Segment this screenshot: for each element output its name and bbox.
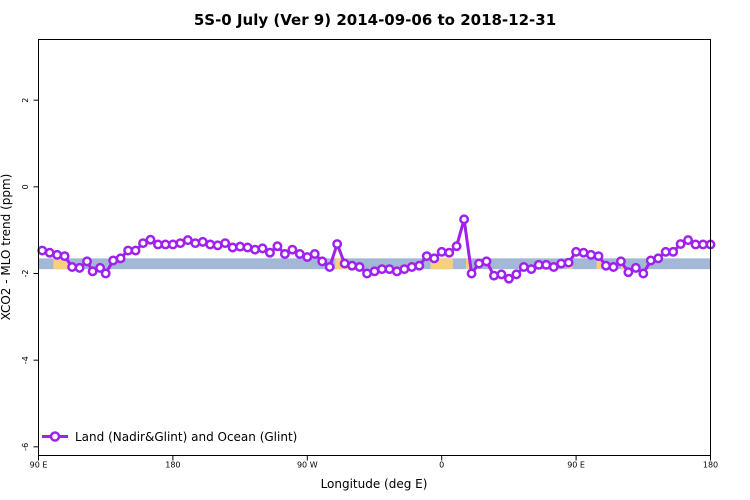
data-point: [615, 256, 626, 267]
legend-entry-label: Land (Nadir&Glint) and Ocean (Glint): [75, 430, 297, 444]
data-point: [95, 262, 106, 273]
data-point: [130, 245, 141, 256]
data-point: [145, 234, 156, 245]
data-point: [586, 249, 596, 260]
data-point: [608, 262, 619, 272]
y-axis: 2 0 -2 -4 -6: [21, 98, 39, 451]
data-point: [668, 246, 679, 257]
data-point: [317, 256, 328, 267]
data-point: [571, 246, 582, 257]
data-point: [190, 238, 201, 249]
data-point: [309, 249, 320, 259]
data-point: [556, 258, 567, 269]
x-tick-label: 90 E: [567, 461, 585, 470]
data-point: [332, 239, 343, 249]
x-axis: 90 E 180 90 W 0 90 E 180: [30, 455, 718, 470]
data-point: [675, 239, 686, 249]
data-point: [279, 249, 290, 259]
data-point: [59, 251, 70, 262]
data-point: [235, 241, 246, 252]
data-point: [82, 256, 92, 267]
data-point: [653, 253, 664, 264]
data-point: [638, 268, 649, 279]
data-point: [548, 262, 559, 272]
x-tick-label: 180: [703, 461, 718, 470]
y-tick-label: -4: [21, 356, 30, 364]
data-point: [138, 238, 148, 249]
data-point: [52, 249, 63, 260]
data-point: [205, 239, 216, 250]
data-point: [601, 260, 611, 271]
data-point: [563, 257, 574, 268]
x-tick-label: 180: [165, 461, 180, 470]
plot-area: [37, 214, 716, 284]
data-point: [406, 262, 417, 272]
x-tick-label: 90 E: [30, 461, 48, 470]
data-point: [436, 246, 447, 257]
x-tick-label: 0: [439, 461, 444, 470]
data-point: [429, 253, 440, 264]
data-point: [683, 235, 694, 246]
data-point: [250, 244, 260, 255]
data-point: [67, 262, 78, 272]
x-axis-label: Longitude (deg E): [321, 477, 428, 491]
legend: Land (Nadir&Glint) and Ocean (Glint): [42, 430, 297, 444]
plot-frame: [38, 39, 711, 456]
y-tick-label: 0: [21, 184, 30, 189]
data-point: [451, 241, 462, 252]
land-segment: [465, 258, 476, 274]
data-point: [489, 270, 499, 281]
data-point: [324, 262, 335, 272]
data-point: [287, 244, 298, 255]
data-point: [257, 243, 268, 254]
x-tick-label: 90 W: [297, 461, 318, 470]
data-point: [272, 241, 283, 252]
data-point: [347, 260, 358, 271]
data-point: [265, 247, 275, 258]
data-point: [354, 262, 365, 272]
data-point: [623, 267, 634, 278]
data-point: [630, 262, 641, 273]
data-point: [496, 269, 507, 280]
data-point: [481, 256, 492, 267]
y-axis-label: XCO2 - MLO trend (ppm): [0, 174, 13, 321]
data-point: [414, 260, 425, 271]
uncertainty-band: [38, 258, 711, 270]
data-point: [459, 214, 470, 225]
data-point: [466, 268, 477, 279]
data-point: [115, 253, 126, 264]
data-point: [526, 264, 537, 275]
data-point: [87, 266, 98, 277]
y-tick-label: -2: [21, 270, 30, 278]
data-point: [503, 273, 514, 284]
chart-title: 5S-0 July (Ver 9) 2014-09-06 to 2018-12-…: [194, 11, 556, 29]
data-point: [167, 239, 178, 250]
data-point: [227, 242, 238, 253]
data-point: [511, 269, 522, 280]
data-point: [220, 238, 231, 249]
data-point: [593, 251, 604, 262]
data-point: [444, 247, 455, 258]
data-point: [74, 262, 85, 273]
land-segment: [53, 258, 80, 270]
legend-marker-swatch: [49, 431, 61, 442]
y-tick-label: 2: [21, 98, 30, 103]
data-point: [100, 268, 111, 279]
y-tick-label: -6: [21, 443, 30, 451]
